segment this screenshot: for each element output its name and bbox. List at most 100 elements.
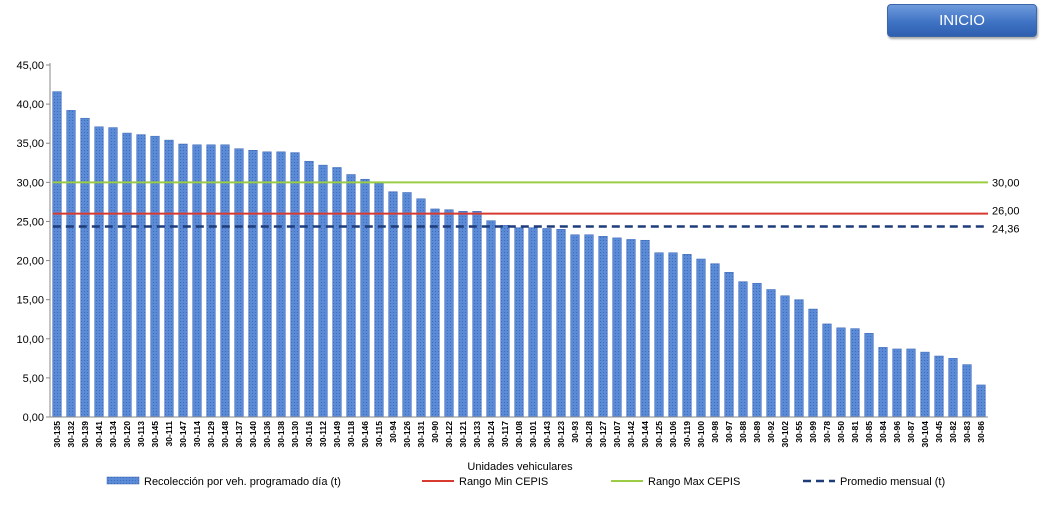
x-tick-label: 30-96	[892, 421, 902, 443]
bar	[948, 358, 958, 418]
x-tick-label: 30-119	[682, 421, 692, 447]
x-tick-label: 30-84	[878, 421, 888, 443]
x-tick-label: 30-101	[528, 421, 538, 448]
x-tick-label: 30-130	[290, 421, 300, 448]
bar	[66, 110, 76, 418]
y-tick-label: 0,00	[23, 412, 44, 424]
x-tick-label: 30-102	[780, 421, 790, 448]
x-tick-label: 30-134	[108, 421, 118, 448]
y-tick-label: 5,00	[23, 373, 44, 385]
x-tick-label: 30-115	[374, 421, 384, 447]
x-tick-label: 30-147	[178, 421, 188, 448]
bar	[626, 239, 636, 418]
x-tick-label: 30-121	[458, 421, 468, 448]
x-tick-label: 30-143	[542, 421, 552, 448]
y-tick-label: 10,00	[16, 334, 44, 346]
bar	[304, 160, 314, 418]
bar	[808, 308, 818, 418]
x-tick-label: 30-94	[388, 421, 398, 443]
bar	[108, 127, 118, 418]
bar	[612, 237, 622, 418]
x-tick-label: 30-82	[948, 421, 958, 443]
x-tick-label: 30-137	[234, 421, 244, 448]
x-tick-label: 30-148	[220, 421, 230, 448]
axes	[49, 63, 988, 418]
y-tick-label: 45,00	[16, 60, 44, 72]
reference-lines: 26,00 30,00 24,36	[52, 177, 1020, 235]
y-tick-label: 40,00	[16, 99, 44, 111]
x-tick-label: 30-50	[836, 421, 846, 443]
x-tick-labels: 30-135 30-132 30-139 30-141 30-134 30-120 30-1…	[52, 421, 986, 448]
bar	[696, 258, 706, 418]
bar	[346, 174, 356, 418]
bar	[150, 135, 160, 418]
x-tick-label: 30-116	[304, 421, 314, 447]
bar	[850, 328, 860, 418]
x-tick-label: 30-135	[52, 421, 62, 448]
x-tick-label: 30-138	[276, 421, 286, 448]
x-tick-label: 30-83	[962, 421, 972, 443]
x-tick-label: 30-139	[80, 421, 90, 448]
bar	[584, 234, 594, 418]
bar	[276, 151, 286, 418]
x-tick-label: 30-87	[906, 421, 916, 443]
x-tick-label: 30-123	[556, 421, 566, 448]
bar	[668, 252, 678, 418]
y-tick-label: 25,00	[16, 216, 44, 228]
bar	[444, 209, 454, 418]
x-tick-label: 30-78	[822, 421, 832, 443]
x-tick-label: 30-141	[94, 421, 104, 448]
bar	[234, 148, 244, 418]
bar	[500, 225, 510, 418]
x-tick-label: 30-133	[472, 421, 482, 448]
reference-line-label: 26,00	[992, 206, 1020, 218]
bar	[374, 182, 384, 418]
bar	[780, 295, 790, 418]
reference-line-label: 30,00	[992, 177, 1020, 189]
x-tick-label: 30-140	[248, 421, 258, 448]
x-tick-label: 30-128	[584, 421, 594, 448]
x-tick-label: 30-129	[206, 421, 216, 448]
inicio-button[interactable]: INICIO	[887, 4, 1037, 37]
bar	[472, 211, 482, 418]
bar	[906, 348, 916, 418]
bar	[556, 229, 566, 418]
x-tick-label: 30-126	[402, 421, 412, 448]
x-axis-title: Unidades vehiculares	[467, 461, 573, 473]
legend-swatch	[106, 476, 140, 485]
bar	[976, 384, 986, 418]
bar	[318, 164, 328, 418]
legend-label: Recolección por veh. programado día (t)	[144, 476, 341, 488]
legend-label: Rango Max CEPIS	[648, 476, 740, 488]
x-tick-label: 30-45	[934, 421, 944, 443]
x-tick-label: 30-88	[738, 421, 748, 443]
x-tick-label: 30-85	[864, 421, 874, 443]
x-tick-label: 30-81	[850, 421, 860, 443]
y-tick-label: 15,00	[16, 295, 44, 307]
x-tick-label: 30-131	[416, 421, 426, 448]
bar	[206, 144, 216, 418]
bar	[136, 134, 146, 418]
bar	[640, 239, 650, 418]
bar	[724, 272, 734, 418]
x-tick-label: 30-98	[710, 421, 720, 443]
x-tick-label: 30-86	[976, 421, 986, 443]
bar	[528, 227, 538, 418]
bar	[822, 323, 832, 418]
x-tick-label: 30-149	[332, 421, 342, 448]
x-tick-label: 30-118	[346, 421, 356, 447]
y-tick-label: 20,00	[16, 256, 44, 268]
bar	[710, 263, 720, 418]
bar	[542, 228, 552, 418]
legend-label: Rango Min CEPIS	[459, 476, 548, 488]
bar	[290, 152, 300, 418]
x-tick-label: 30-100	[696, 421, 706, 448]
bar	[514, 227, 524, 418]
x-tick-label: 30-97	[724, 421, 734, 443]
bar	[458, 211, 468, 418]
x-tick-label: 30-93	[570, 421, 580, 443]
x-tick-label: 30-112	[318, 421, 328, 447]
x-tick-label: 30-55	[794, 421, 804, 443]
bars	[52, 91, 986, 418]
